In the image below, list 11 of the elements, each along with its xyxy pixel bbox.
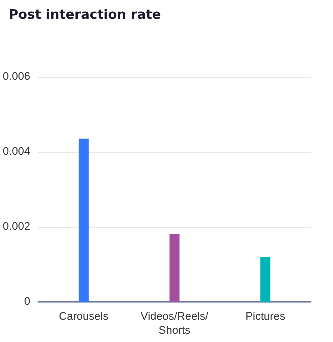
y-tick-label: 0 (24, 296, 31, 308)
x-tick-label: Videos/Reels/Shorts (140, 311, 210, 337)
chart-title: Post interaction rate (9, 8, 162, 23)
bar (78, 138, 89, 302)
bar (260, 257, 271, 302)
y-tick-label: 0.006 (2, 71, 31, 83)
x-tick-label: Carousels (59, 311, 110, 323)
bar (170, 234, 180, 302)
y-tick-label: 0.002 (2, 221, 31, 233)
x-tick-label: Pictures (246, 311, 286, 323)
y-tick-label: 0.004 (2, 146, 31, 158)
